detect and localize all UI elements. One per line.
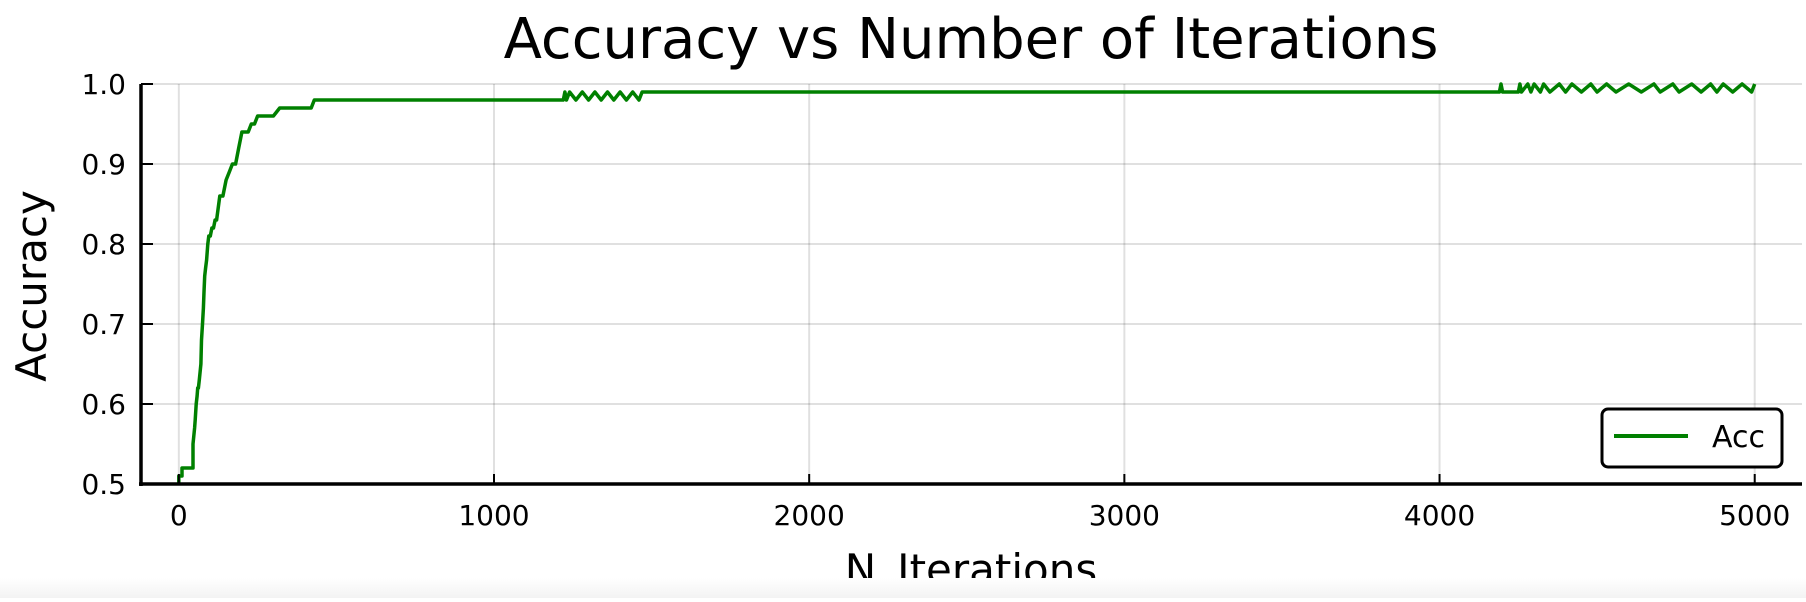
- series-line-acc: [177, 82, 1757, 484]
- x-tick-label: 4000: [1404, 499, 1475, 532]
- x-tick-label: 1000: [458, 499, 529, 532]
- y-ticks: 0.5 0.6 0.7 0.8 0.9 1.0: [81, 68, 153, 501]
- y-axis-label: Accuracy: [7, 190, 56, 382]
- x-ticks: 0 1000 2000 3000 4000 5000: [170, 474, 1790, 532]
- y-tick-label: 0.9: [81, 148, 126, 181]
- x-tick-label: 0: [170, 499, 188, 532]
- chart-title: Accuracy vs Number of Iterations: [504, 7, 1439, 72]
- y-tick-label: 0.5: [81, 468, 126, 501]
- series-layer: [177, 82, 1757, 484]
- window-bottom-shade: [0, 578, 1806, 598]
- y-tick-label: 0.7: [81, 308, 126, 341]
- x-tick-label: 3000: [1089, 499, 1160, 532]
- grid: [141, 83, 1802, 485]
- x-tick-label: 5000: [1719, 499, 1790, 532]
- y-tick-label: 0.8: [81, 228, 126, 261]
- legend: Acc: [1600, 407, 1784, 469]
- legend-label-acc: Acc: [1712, 420, 1765, 455]
- y-tick-label: 1.0: [81, 68, 126, 101]
- axes: [139, 84, 1802, 486]
- x-tick-label: 2000: [774, 499, 845, 532]
- y-tick-label: 0.6: [81, 388, 126, 421]
- legend-box: [1600, 407, 1784, 469]
